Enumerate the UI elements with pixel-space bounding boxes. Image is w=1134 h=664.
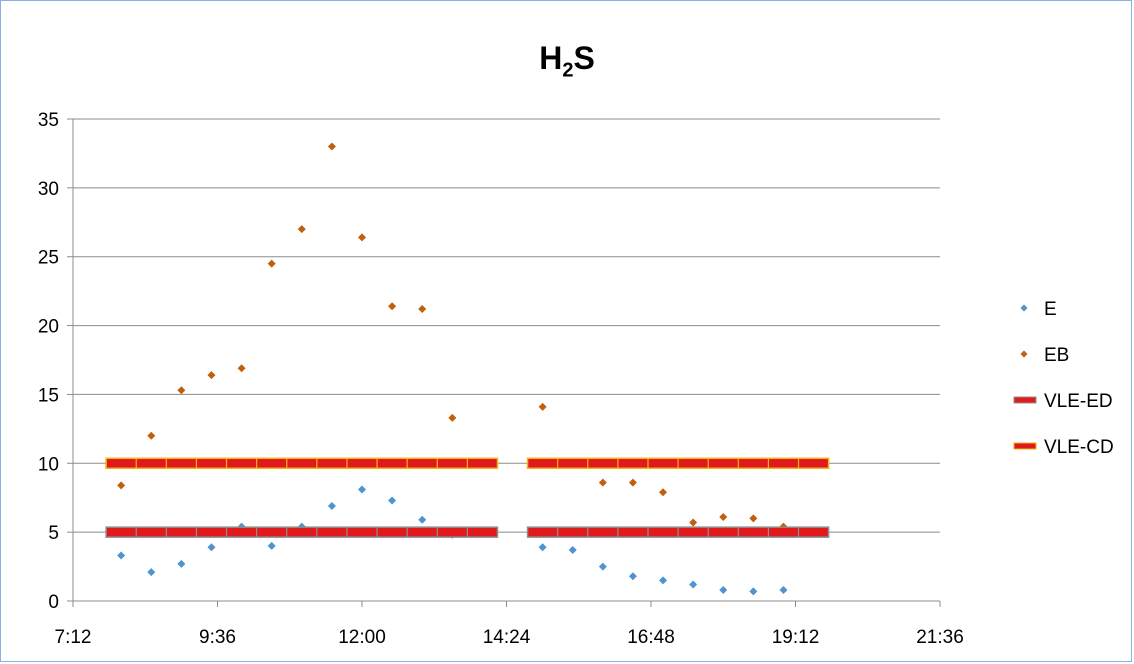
x-tick-label-19-12: 19:12 [772,627,820,648]
y-tick-label-20: 20 [38,317,59,338]
legend-label-e: E [1044,299,1057,320]
series-eb-point-7 [327,142,336,151]
series-eb-point-0 [117,481,126,490]
series-e-point-3 [207,543,216,552]
series-eb-point-16 [659,488,668,497]
series-e-point-9 [388,496,397,505]
series-e-point-20 [779,585,788,594]
series-e-point-15 [628,572,637,581]
y-tick-label-35: 35 [38,110,59,131]
series-eb-point-12 [538,402,547,411]
series-e-point-7 [327,501,336,510]
series-vle-ed-segment-0 [105,526,499,538]
series-e-point-19 [749,587,758,596]
legend-item-vle-ed: VLE-ED [1013,391,1113,412]
series-eb-point-6 [297,225,306,234]
y-tick-label-5: 5 [48,523,59,544]
series-eb-point-5 [267,259,276,268]
series [105,142,830,596]
y-tick-label-10: 10 [38,454,59,475]
series-eb-point-3 [207,371,216,380]
series-e-point-1 [147,568,156,577]
legend: E EB VLE-ED VLE-CD [1013,299,1114,458]
series-e-point-8 [358,485,366,494]
x-tick-label-9-36: 9:36 [199,627,236,648]
y-tick-label-30: 30 [38,179,59,200]
legend-item-e: E [1020,299,1057,320]
axes: 0 5 10 15 20 25 30 35 7:12 9:36 12:00 14:24 16:48 19:… [38,110,964,648]
series-eb-point-4 [237,364,246,373]
legend-label-vle-ed: VLE-ED [1044,391,1113,412]
series-e-point-5 [267,541,276,550]
x-tick-label-12-00: 12:00 [338,627,386,648]
x-tick-label-16-48: 16:48 [627,627,675,648]
series-e-point-2 [177,559,186,568]
x-tick-label-7-12: 7:12 [55,627,92,648]
series-eb-point-18 [719,512,728,521]
series-eb-point-9 [388,302,397,311]
series-e-point-0 [117,551,126,560]
series-e-point-17 [689,580,698,589]
y-tick-label-15: 15 [38,385,59,406]
series-vle-cd-bar-0 [105,457,499,470]
series-eb-point-14 [598,478,607,487]
series-e-point-12 [538,543,547,552]
series-vle-cd-segment-1 [526,457,830,470]
series-vle-cd-segment-0 [105,457,499,470]
gridlines [73,118,940,533]
series-e-point-18 [719,585,728,594]
series-eb-point-15 [628,478,637,487]
y-tick-label-25: 25 [38,248,59,269]
series-vle-ed-segment-1 [526,526,830,538]
legend-label-vle-cd: VLE-CD [1044,437,1114,458]
legend-marker-eb [1020,350,1028,358]
series-eb-point-1 [147,431,156,440]
y-tick-label-0: 0 [48,592,59,613]
series-eb-point-19 [749,514,758,523]
series-eb-point-10 [418,305,427,314]
series-e-point-10 [418,515,427,524]
legend-item-vle-cd: VLE-CD [1013,437,1114,458]
series-eb-point-8 [358,233,366,242]
series-eb-point-2 [177,386,186,395]
series-eb-point-17 [689,518,698,527]
chart-title: H2S [539,40,595,82]
legend-item-eb: EB [1020,345,1069,366]
x-tick-label-14-24: 14:24 [483,627,531,648]
legend-label-eb: EB [1044,345,1069,366]
legend-swatch-vle-ed [1013,396,1037,404]
legend-swatch-vle-cd [1013,442,1037,450]
x-tick-label-21-36: 21:36 [916,627,964,648]
legend-marker-e [1020,304,1028,312]
series-eb-point-11 [448,413,457,422]
series-e-point-14 [598,562,607,571]
series-e-point-16 [659,576,668,585]
series-e-point-13 [568,546,577,555]
series-vle-ed-bar-0 [105,526,499,538]
